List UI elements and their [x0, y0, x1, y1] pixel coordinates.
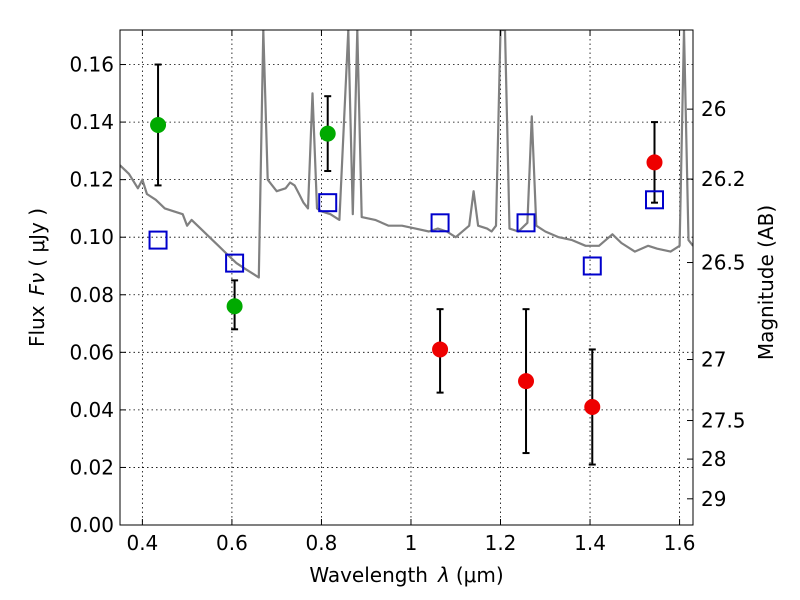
x-axis-label-text: Wavelength	[309, 563, 428, 587]
y-axis-label-text: Flux	[25, 305, 49, 347]
y-tick-label: 0.06	[69, 340, 114, 364]
model-point	[582, 256, 602, 276]
data-markers	[148, 116, 665, 416]
data-point	[226, 298, 243, 315]
model-point	[318, 193, 338, 213]
y-tick-label: 0.10	[69, 225, 114, 249]
right-axis-tick-label: 26.5	[701, 251, 746, 275]
data-point	[432, 341, 449, 358]
model-spectrum-line	[120, 30, 693, 279]
x-axis-label-symbol: λ	[437, 563, 450, 587]
y-axis-label-unit: ( μJy )	[25, 208, 49, 267]
y-tick-label: 0.16	[69, 53, 114, 77]
right-axis-tick-label: 26	[701, 97, 726, 121]
y-tick-label: 0.12	[69, 168, 114, 192]
model-point	[516, 213, 536, 233]
x-tick-label: 1.4	[574, 531, 606, 555]
model-point	[148, 230, 168, 250]
y-tick-label: 0.08	[69, 283, 114, 307]
x-axis-label: Wavelength λ (μm)	[309, 563, 503, 587]
y-axis-label: Flux Fν ( μJy )	[25, 208, 49, 347]
right-axis-tick-label: 29	[701, 487, 726, 511]
right-axis-tick-label: 28	[701, 447, 726, 471]
model-spectrum	[120, 30, 693, 279]
y-tick-label: 0.14	[69, 110, 114, 134]
x-tick-label: 1.6	[664, 531, 696, 555]
y-tick-label: 0.04	[69, 398, 114, 422]
data-point	[319, 125, 336, 142]
data-point	[150, 116, 167, 133]
y-tick-label: 0.02	[69, 455, 114, 479]
grid	[120, 30, 693, 526]
x-tick-label: 1.2	[485, 531, 517, 555]
x-axis-label-unit: (μm)	[456, 563, 504, 587]
error-bars	[154, 63, 659, 466]
x-tick-label: 0.6	[216, 531, 248, 555]
data-point	[584, 399, 601, 416]
x-tick-label: 0.8	[306, 531, 338, 555]
model-point	[225, 253, 245, 273]
data-point	[518, 373, 535, 390]
right-axis-tick-label: 26.2	[701, 167, 746, 191]
model-point	[645, 190, 665, 210]
right-axis-label: Magnitude (AB)	[754, 205, 778, 360]
x-tick-label: 1	[405, 531, 418, 555]
axis-ticks: 0.4 0.6 0.8 1 1.2 1.4 1.6 0.00 0.02 0.04 0.06 0.08 0…	[69, 30, 746, 555]
x-tick-label: 0.4	[126, 531, 158, 555]
right-axis-tick-label: 27	[701, 348, 726, 372]
y-axis-label-symbol: Fν	[25, 273, 49, 296]
y-tick-label: 0.00	[69, 513, 114, 537]
plot-frame	[119, 29, 694, 526]
model-point	[430, 213, 450, 233]
data-point	[646, 154, 663, 171]
right-axis-tick-label: 27.5	[701, 409, 746, 433]
